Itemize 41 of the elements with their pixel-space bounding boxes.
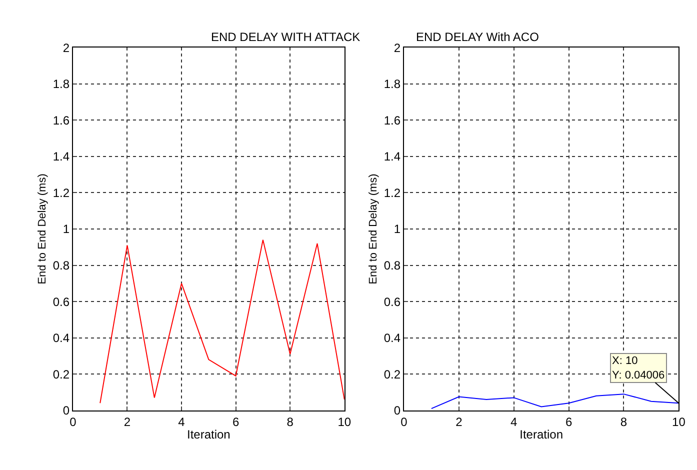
line-series [430,394,679,410]
y-axis-title: End to End Delay (ms) [368,174,380,284]
x-tick-label: 6 [565,414,572,429]
y-tick-label: 1.8 [384,77,401,92]
x-tick-label: 4 [510,414,518,429]
x-tick-label: 4 [178,414,186,429]
y-tick-label: 0 [394,404,401,418]
y-tick-label: 0 [62,404,70,418]
y-tick-label: 0.2 [384,367,401,382]
y-tick-label: 2 [62,40,70,55]
x-tick-label: 2 [124,414,131,429]
y-tick-label: 0.8 [384,258,401,272]
x-tick-label: 8 [286,414,294,429]
y-tick-label: 0.2 [52,367,70,382]
y-axis-title: End to End Delay (ms) [36,174,49,284]
y-tick-label: 0.6 [52,294,70,309]
y-tick-label: 1.4 [384,150,401,164]
y-tick-label: 1.4 [52,150,70,164]
y-tick-label: 1.2 [52,186,70,200]
x-axis-title: Iteration [186,428,230,442]
x-tick-label: 2 [456,414,463,429]
y-tick-label: 2 [394,40,401,55]
y-tick-label: 1.8 [52,77,70,92]
y-tick-label: 1 [394,222,401,236]
y-tick-label: 0.4 [384,331,401,346]
chart-title: END DELAY WITH ATTACK [211,30,360,44]
x-tick-label: 6 [232,414,240,429]
y-tick-label: 1.2 [384,186,401,200]
y-tick-label: 1.6 [52,113,70,128]
x-axis-title: Iteration [520,428,564,442]
y-tick-label: 0.6 [384,294,401,309]
x-tick-label: 8 [620,414,628,429]
y-tick-label: 0.4 [52,331,70,346]
y-tick-label: 1 [62,222,70,236]
x-tick-label: 10 [672,414,686,429]
y-tick-label: 1.6 [384,113,401,128]
line-series [100,239,344,404]
annotation: X: 10 Y: 0.04006 [612,355,665,382]
x-tick-label: 10 [338,414,352,429]
y-tick-label: 0.8 [52,258,70,272]
chart-title: END DELAY With ACO [416,30,539,44]
